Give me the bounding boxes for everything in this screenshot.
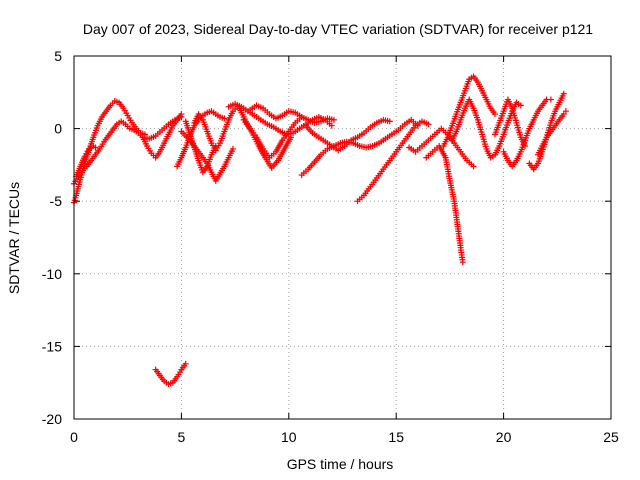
axis-ticks: 0 5 10 15 20 25 -20 -15 -10 -5 0 5 <box>42 48 619 445</box>
data-point <box>287 134 294 141</box>
data-point <box>517 102 524 109</box>
y-tick-label: 5 <box>54 48 62 64</box>
data-point <box>459 259 466 266</box>
x-tick-label: 20 <box>496 429 512 445</box>
y-tick-label: -10 <box>42 266 62 282</box>
data-point <box>560 90 567 97</box>
data-point <box>386 118 393 125</box>
data-point <box>470 163 477 170</box>
data-point <box>547 96 554 103</box>
chart-title: Day 007 of 2023, Sidereal Day-to-day VTE… <box>83 21 593 37</box>
x-tick-label: 5 <box>178 429 186 445</box>
data-point <box>330 116 337 123</box>
data-point <box>425 121 432 128</box>
data-point <box>178 111 185 118</box>
y-tick-label: 0 <box>54 121 62 137</box>
data-point <box>221 115 228 122</box>
data-points <box>71 73 569 388</box>
x-tick-label: 10 <box>281 429 297 445</box>
y-tick-label: -20 <box>42 411 62 427</box>
x-tick-label: 0 <box>70 429 78 445</box>
data-point <box>562 108 569 115</box>
data-point <box>229 145 236 152</box>
data-point <box>328 122 335 129</box>
y-axis-label: SDTVAR / TECUs <box>6 182 22 294</box>
data-point <box>182 360 189 367</box>
y-tick-label: -5 <box>50 193 63 209</box>
plot-area-border <box>73 55 612 420</box>
data-point <box>492 111 499 118</box>
y-tick-label: -15 <box>42 338 62 354</box>
x-tick-label: 15 <box>388 429 404 445</box>
x-tick-label: 25 <box>603 429 619 445</box>
x-axis-label: GPS time / hours <box>287 456 394 472</box>
data-point <box>92 144 99 151</box>
grid <box>74 56 611 419</box>
